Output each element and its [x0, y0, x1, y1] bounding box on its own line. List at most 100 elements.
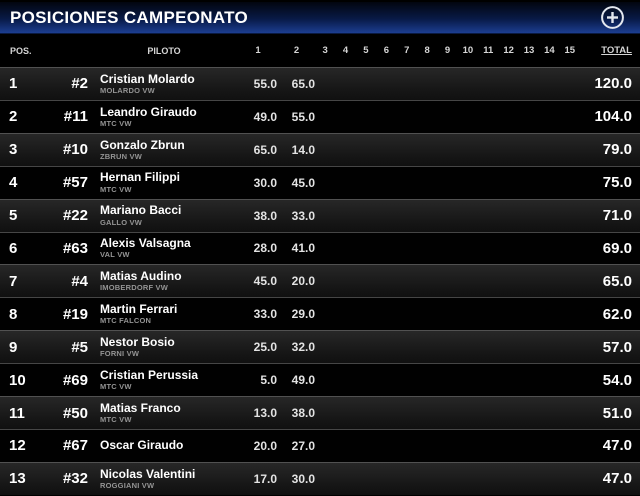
pilot-cell: Alexis Valsagna VAL VW — [90, 237, 238, 260]
race1-score-cell: 38.0 — [253, 208, 277, 223]
race2-score-cell: 33.0 — [291, 208, 315, 223]
pilot-team: ZBRUN VW — [100, 151, 143, 161]
total-score-cell: 71.0 — [602, 207, 632, 225]
car-number-cell: #50 — [62, 404, 88, 422]
pilot-team: MTC VW — [100, 118, 132, 128]
table-row: 1 #2 Cristian Molardo MOLARDO VW 55.0 65… — [0, 67, 640, 100]
pilot-name: Nestor Bosio — [100, 334, 175, 349]
race2-score-cell: 32.0 — [291, 340, 315, 355]
pilot-team: GALLO VW — [100, 217, 143, 227]
position-cell: 7 — [9, 272, 18, 290]
pilot-name: Cristian Perussia — [100, 367, 199, 382]
col-header-race: 12 — [503, 45, 514, 56]
total-score-cell: 120.0 — [594, 75, 632, 93]
total-score-cell: 79.0 — [602, 141, 632, 159]
pilot-team: MTC FALCON — [100, 316, 152, 326]
col-header-race: 11 — [483, 45, 494, 56]
total-score-cell: 47.0 — [602, 437, 632, 455]
pilot-name: Nicolas Valentini — [100, 466, 196, 481]
col-header-race: 4 — [342, 45, 349, 56]
col-header-race: 9 — [444, 45, 451, 56]
total-score-cell: 51.0 — [602, 404, 632, 422]
table-row: 8 #19 Martin Ferrari MTC FALCON 33.0 29.… — [0, 297, 640, 331]
race2-score-cell: 45.0 — [291, 175, 315, 190]
position-cell: 3 — [9, 141, 18, 159]
page-title: POSICIONES CAMPEONATO — [10, 8, 249, 27]
pilot-cell: Leandro Giraudo MTC VW — [90, 105, 238, 128]
race2-score-cell: 49.0 — [291, 373, 315, 388]
col-header-race: 5 — [363, 45, 369, 56]
car-number-cell: #2 — [71, 75, 88, 93]
total-score-cell: 62.0 — [602, 305, 632, 323]
car-number-cell: #4 — [71, 272, 88, 290]
race2-score-cell: 14.0 — [291, 142, 315, 157]
col-header-race: 1 — [255, 45, 261, 56]
table-row: 12 #67 Oscar Giraudo 20.0 27.0 47.0 — [0, 428, 640, 462]
car-number-cell: #63 — [62, 239, 88, 257]
col-header-total[interactable]: TOTAL — [601, 45, 632, 56]
pilot-cell: Cristian Perussia MTC VW — [90, 367, 238, 392]
race1-score-cell: 65.0 — [253, 142, 277, 157]
pilot-name: Matias Audino — [100, 269, 182, 284]
total-score-cell: 65.0 — [602, 272, 632, 290]
col-header-pos: POS. — [10, 45, 32, 56]
title-bar: POSICIONES CAMPEONATO — [0, 2, 640, 34]
position-cell: 1 — [9, 75, 18, 93]
pilot-cell: Gonzalo Zbrun ZBRUN VW — [90, 137, 238, 161]
pilot-team: IMOBERDORF VW — [100, 283, 169, 293]
pilot-name: Martin Ferrari — [100, 302, 178, 317]
race1-score-cell: 13.0 — [253, 406, 277, 421]
race2-score-cell: 38.0 — [291, 406, 315, 421]
col-header-race: 13 — [523, 45, 535, 56]
pilot-team: MTC VW — [100, 414, 132, 424]
pilot-cell: Hernan Filippi MTC VW — [90, 170, 238, 194]
race1-score-cell: 55.0 — [253, 76, 277, 91]
pilot-name: Oscar Giraudo — [100, 438, 184, 453]
pilot-name: Gonzalo Zbrun — [100, 137, 185, 152]
expand-button[interactable] — [599, 5, 625, 31]
car-number-cell: #67 — [62, 437, 88, 455]
car-number-cell: #32 — [62, 470, 88, 488]
column-header-row: POS. PILOTO 1 2 3 4 5 6 7 8 9 10 11 12 13 14 15 TOTAL — [0, 34, 640, 67]
col-header-race: 14 — [544, 45, 555, 56]
pilot-team: VAL VW — [100, 250, 130, 260]
total-score-cell: 54.0 — [602, 371, 632, 389]
pilot-team: ROGGIANI VW — [100, 480, 155, 490]
table-row: 7 #4 Matias Audino IMOBERDORF VW 45.0 20… — [0, 264, 640, 298]
pilot-name: Hernan Filippi — [100, 170, 181, 185]
total-score-cell: 75.0 — [602, 174, 632, 192]
total-score-cell: 57.0 — [602, 338, 632, 356]
col-header-race: 10 — [462, 45, 474, 56]
pilot-cell: Matias Franco MTC VW — [90, 401, 238, 424]
race2-score-cell: 30.0 — [291, 471, 315, 486]
position-cell: 10 — [9, 371, 26, 389]
position-cell: 11 — [9, 404, 25, 422]
car-number-cell: #69 — [62, 371, 88, 389]
total-score-cell: 47.0 — [602, 470, 632, 488]
car-number-cell: #22 — [62, 207, 88, 225]
col-header-race: 3 — [322, 45, 328, 56]
col-header-race: 15 — [564, 45, 576, 56]
race1-score-cell: 45.0 — [253, 274, 277, 289]
position-cell: 2 — [9, 108, 18, 126]
position-cell: 6 — [9, 239, 18, 257]
race1-score-cell: 30.0 — [253, 175, 277, 190]
table-row: 9 #5 Nestor Bosio FORNI VW 25.0 32.0 57.… — [0, 330, 640, 364]
table-row: 2 #11 Leandro Giraudo MTC VW 49.0 55.0 1… — [0, 99, 640, 133]
pilot-team: MTC VW — [100, 184, 132, 194]
col-header-race: 8 — [424, 45, 430, 56]
standings-table: 1 #2 Cristian Molardo MOLARDO VW 55.0 65… — [0, 67, 640, 495]
car-number-cell: #57 — [62, 174, 88, 192]
pilot-team: MTC VW — [100, 382, 132, 392]
position-cell: 5 — [9, 207, 18, 225]
col-header-race: 7 — [404, 45, 410, 56]
pilot-cell: Matias Audino IMOBERDORF VW — [90, 269, 238, 293]
race2-score-cell: 29.0 — [291, 307, 315, 322]
position-cell: 8 — [9, 305, 18, 323]
pilot-cell: Martin Ferrari MTC FALCON — [90, 302, 238, 326]
car-number-cell: #19 — [62, 305, 88, 323]
pilot-team: MOLARDO VW — [100, 85, 155, 95]
col-header-race: 2 — [293, 45, 300, 56]
col-header-race: 6 — [383, 45, 389, 56]
